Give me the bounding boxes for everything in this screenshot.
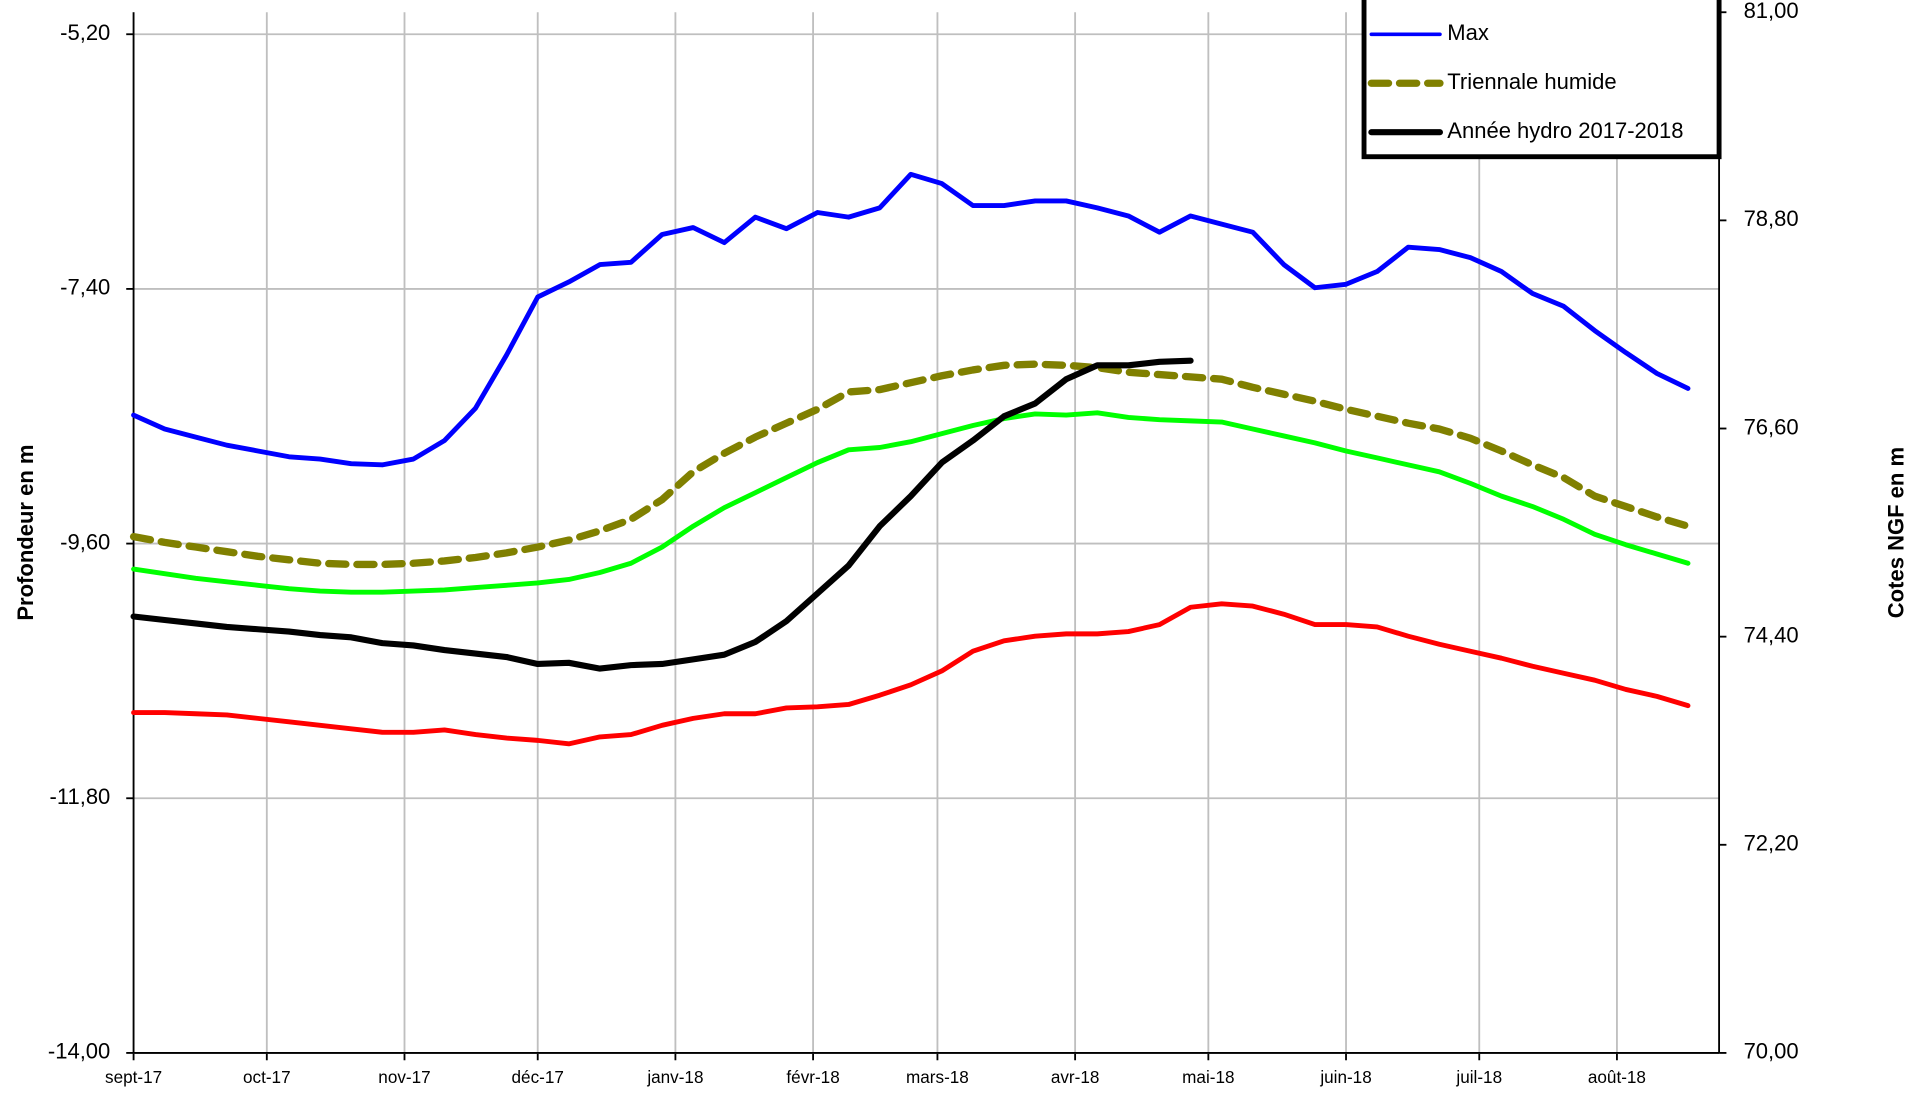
x-tick-label: janv-18 — [646, 1067, 703, 1087]
line-series — [131, 601, 1691, 747]
x-tick-label: juin-18 — [1319, 1067, 1371, 1087]
y2-axis-label: Cotes NGF en m — [1884, 447, 1909, 618]
line-series — [131, 171, 1691, 468]
y2-tick-label: 81,00 — [1744, 0, 1799, 23]
x-tick-label: oct-17 — [243, 1067, 291, 1087]
line-series — [131, 410, 1691, 595]
y-tick-label: -14,00 — [48, 1039, 110, 1064]
legend-label: Année hydro 2017-2018 — [1447, 118, 1683, 143]
y2-tick-label: 78,80 — [1744, 206, 1799, 231]
x-tick-label: févr-18 — [786, 1067, 839, 1087]
y-tick-label: -7,40 — [60, 275, 110, 300]
x-tick-label: août-18 — [1588, 1067, 1646, 1087]
x-tick-label: juil-18 — [1455, 1067, 1502, 1087]
line-series — [129, 360, 1692, 569]
x-tick-label: sept-17 — [105, 1067, 162, 1087]
y-tick-label: -5,20 — [60, 20, 110, 45]
line-series — [130, 357, 1194, 672]
y2-tick-label: 70,00 — [1744, 1039, 1799, 1064]
y-tick-label: -9,60 — [60, 529, 110, 554]
y2-tick-label: 76,60 — [1744, 414, 1799, 439]
x-tick-label: déc-17 — [512, 1067, 564, 1087]
y2-tick-label: 72,20 — [1744, 831, 1799, 856]
legend-label: Max — [1447, 20, 1489, 45]
x-tick-label: mars-18 — [906, 1067, 969, 1087]
x-tick-label: avr-18 — [1051, 1067, 1100, 1087]
y2-tick-label: 74,40 — [1744, 622, 1799, 647]
y-tick-label: -11,80 — [50, 784, 111, 809]
legend-label: Triennale humide — [1447, 69, 1616, 94]
x-tick-label: nov-17 — [378, 1067, 430, 1087]
y-axis-label: Profondeur en m — [13, 445, 38, 621]
x-tick-label: mai-18 — [1182, 1067, 1234, 1087]
